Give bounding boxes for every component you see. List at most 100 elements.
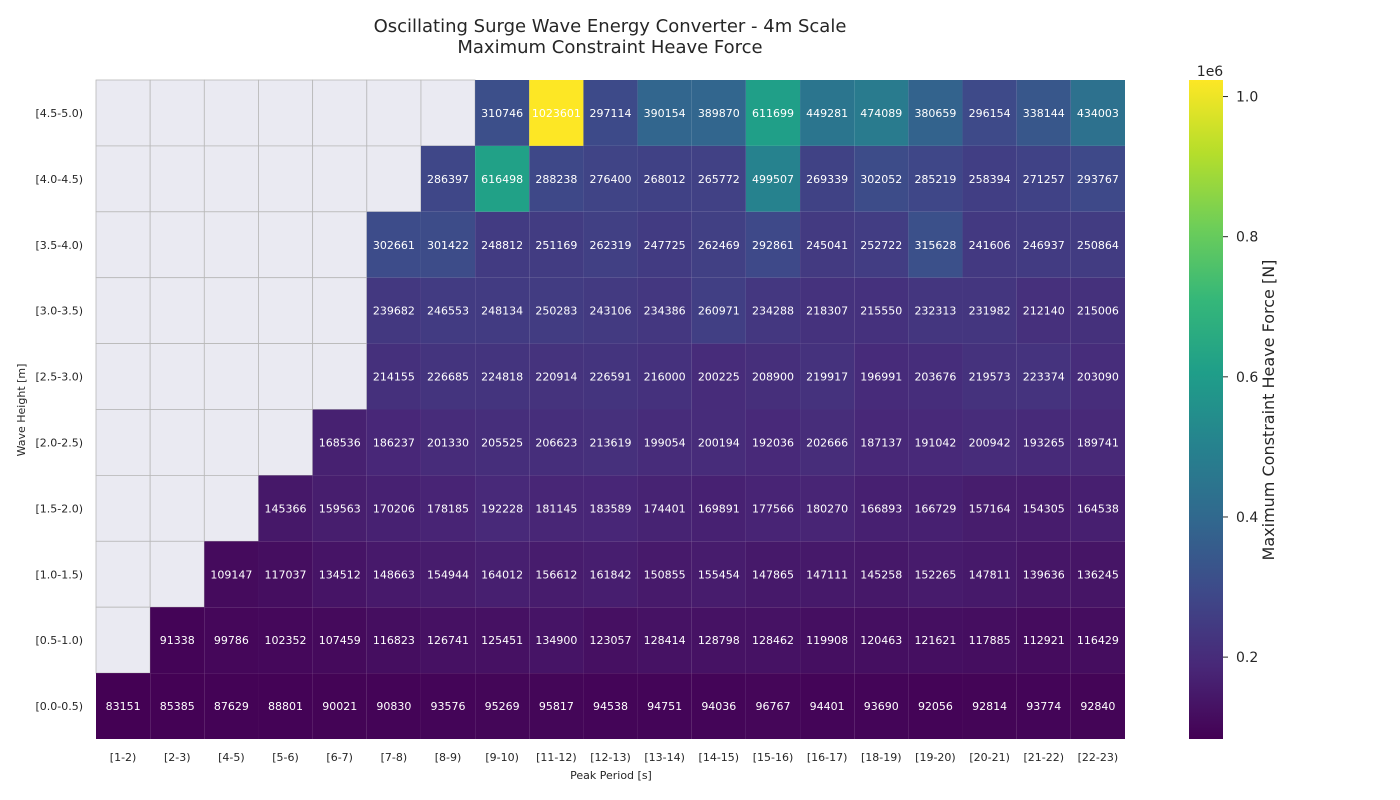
x-tick-labels: [1-2) [2-3) [4-5) [5-6) [6-7) [7-8) [8-9) [9-10… [110, 751, 1118, 764]
heatmap-cell [529, 607, 584, 674]
heatmap-cell [691, 475, 746, 542]
cell-value-label: 145258 [860, 568, 902, 581]
y-tick-label: [3.0-3.5) [35, 305, 83, 318]
heatmap-cell [204, 541, 259, 608]
cell-value-label: 109147 [210, 568, 252, 581]
heatmap-cell [150, 607, 205, 674]
chart-subtitle: Maximum Constraint Heave Force [457, 37, 762, 58]
x-tick-label: [8-9) [435, 751, 462, 764]
heatmap-empty-cell [149, 409, 205, 476]
heatmap-cell [908, 343, 963, 410]
cell-value-label: 218307 [806, 305, 848, 318]
heatmap-cell [854, 541, 909, 608]
heatmap-cell [908, 80, 963, 146]
x-tick-label: [5-6) [272, 751, 299, 764]
heatmap-cell [962, 541, 1017, 608]
cell-value-label: 168536 [319, 436, 361, 449]
heatmap-cell [800, 409, 855, 476]
heatmap-cell [800, 211, 855, 278]
heatmap-cell [420, 277, 476, 344]
heatmap-cell [420, 475, 476, 542]
heatmap-cell [745, 80, 801, 146]
cell-value-label: 152265 [914, 568, 956, 581]
cell-value-label: 85385 [160, 700, 195, 713]
cell-value-label: 94401 [810, 700, 845, 713]
cell-value-label: 208900 [752, 371, 794, 384]
colorbar-tick-label: 0.8 [1236, 230, 1258, 246]
cell-value-label: 102352 [265, 634, 307, 647]
heatmap-cell [637, 211, 692, 278]
x-tick-label: [15-16) [753, 751, 794, 764]
cell-value-label: 150855 [644, 568, 686, 581]
cell-value-label: 93576 [431, 700, 466, 713]
cell-value-label: 220914 [535, 371, 577, 384]
y-tick-label: [2.5-3.0) [35, 371, 83, 384]
cell-value-label: 286397 [427, 173, 469, 186]
cell-value-label: 186237 [373, 436, 415, 449]
heatmap-cell [475, 277, 530, 344]
cell-value-label: 247725 [644, 239, 686, 252]
heatmap-cell [854, 277, 909, 344]
cell-value-label: 92056 [918, 700, 953, 713]
heatmap-cell [962, 211, 1017, 278]
heatmap-cell [854, 607, 909, 674]
heatmap-empty-cell [149, 79, 205, 147]
cell-value-label: 166893 [860, 502, 902, 515]
cell-value-label: 123057 [590, 634, 632, 647]
heatmap-empty-cell [149, 540, 205, 608]
heatmap-cell [475, 475, 530, 542]
colorbar-tick-label: 0.2 [1236, 650, 1258, 666]
heatmap-cell [420, 343, 476, 410]
heatmap-cell [366, 673, 421, 739]
heatmap-cell [691, 80, 746, 146]
cell-value-label: 107459 [319, 634, 361, 647]
cell-value-label: 302052 [860, 173, 902, 186]
x-tick-label: [12-13) [590, 751, 631, 764]
heatmap-cell [583, 211, 638, 278]
cell-value-label: 121621 [914, 634, 956, 647]
heatmap-cell [854, 211, 909, 278]
heatmap-cell [583, 343, 638, 410]
cell-value-label: 117885 [969, 634, 1011, 647]
heatmap-cell [962, 409, 1017, 476]
cell-value-label: 91338 [160, 634, 195, 647]
heatmap-empty-cell [203, 79, 259, 147]
x-tick-label: [21-22) [1023, 751, 1064, 764]
heatmap-cell [258, 607, 313, 674]
heatmap-empty-cell [420, 79, 476, 147]
heatmap-empty-cell [258, 145, 314, 213]
heatmap-cell [1070, 80, 1125, 146]
cell-value-label: 178185 [427, 502, 469, 515]
heatmap-empty-cell [312, 277, 368, 345]
colorbar-label: Maximum Constraint Heave Force [N] [1259, 260, 1278, 561]
cell-value-label: 170206 [373, 502, 415, 515]
heatmap-cell [908, 409, 963, 476]
heatmap-cell [583, 607, 638, 674]
heatmap-cell [962, 145, 1017, 212]
heatmap-cell [800, 673, 855, 739]
cell-value-label: 271257 [1023, 173, 1065, 186]
cell-value-label: 94538 [593, 700, 628, 713]
cell-value-label: 258394 [969, 173, 1011, 186]
cell-value-label: 205525 [481, 436, 523, 449]
y-tick-label: [4.5-5.0) [35, 107, 83, 120]
cell-value-label: 120463 [860, 634, 902, 647]
heatmap-cell [583, 673, 638, 739]
x-tick-label: [22-23) [1078, 751, 1119, 764]
heatmap-cell [312, 673, 367, 739]
heatmap-empty-cell [149, 474, 205, 542]
chart-title: Oscillating Surge Wave Energy Converter … [374, 16, 847, 37]
cell-value-label: 214155 [373, 371, 415, 384]
x-tick-label: [13-14) [644, 751, 685, 764]
cell-value-label: 226591 [590, 371, 632, 384]
cell-value-label: 389870 [698, 107, 740, 120]
heatmap-cell [1070, 475, 1125, 542]
heatmap-empty-cell [149, 277, 205, 345]
cell-value-label: 155454 [698, 568, 740, 581]
heatmap-empty-cell [203, 145, 259, 213]
cell-value-label: 164012 [481, 568, 523, 581]
cell-value-label: 94036 [701, 700, 736, 713]
heatmap-cell [420, 409, 476, 476]
cell-value-label: 250283 [535, 305, 577, 318]
